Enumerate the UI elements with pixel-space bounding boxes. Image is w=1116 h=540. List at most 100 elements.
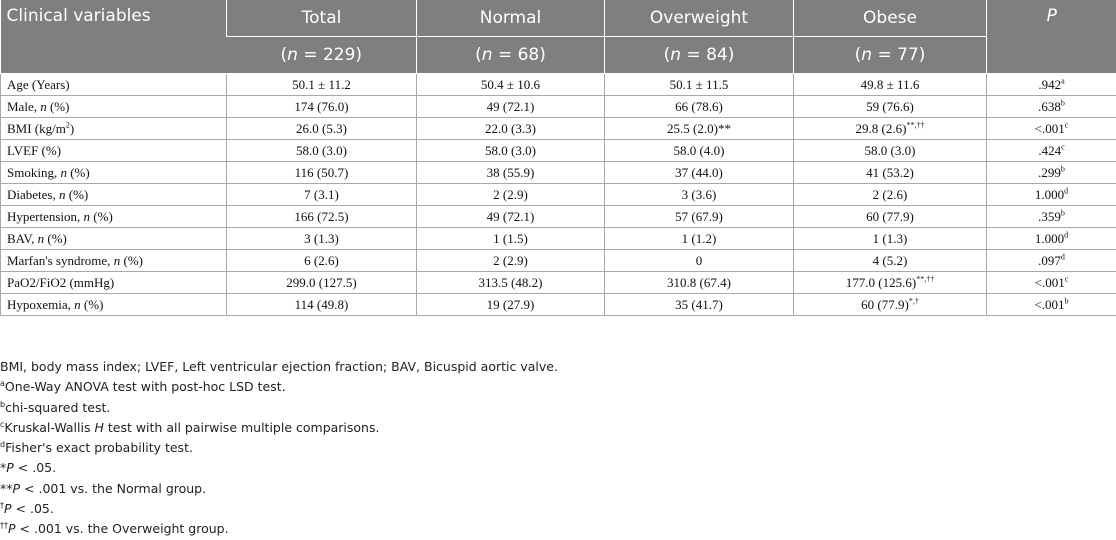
cell-normal-value: 22.0 (3.3) (485, 121, 536, 136)
table-footnotes: BMI, body mass index; LVEF, Left ventric… (0, 357, 558, 540)
table-row: BMI (kg/m2) 26.0 (5.3) 22.0 (3.3) 25.5 (2.0… (1, 118, 1116, 140)
cell-overweight-value: 3 (3.6) (682, 187, 717, 202)
table-row: Age (Years) 50.1 ± 11.2 50.4 ± 10.6 50.1 ± … (1, 74, 1116, 96)
cell-obese: 29.8 (2.6)**,†† (794, 118, 987, 140)
cell-normal: 38 (55.9) (417, 162, 605, 184)
cell-obese-value: 49.8 ± 11.6 (861, 77, 920, 92)
row-label: BMI (kg/m2) (1, 118, 227, 140)
row-label: Male, n (%) (1, 96, 227, 118)
cell-obese-value: 60 (77.9) (861, 297, 909, 312)
footnote-b-text: chi-squared test. (5, 400, 110, 415)
cell-p: .299b (987, 162, 1116, 184)
cell-total-value: 7 (3.1) (304, 187, 339, 202)
row-label: Marfan's syndrome, n (%) (1, 250, 227, 272)
cell-p: .424c (987, 140, 1116, 162)
row-label-rest: (%) (81, 297, 104, 312)
cell-total: 174 (76.0) (227, 96, 417, 118)
cell-obese-value: 58.0 (3.0) (865, 143, 916, 158)
header-n-total: (n = 229) (227, 37, 417, 74)
cell-obese: 2 (2.6) (794, 184, 987, 206)
cell-overweight: 25.5 (2.0)** (605, 118, 794, 140)
n-overweight-text: (n = 84) (664, 45, 735, 65)
footnote-double-dagger-text: < .001 vs. the Overweight group. (16, 521, 229, 536)
row-label-text: Hypertension, (7, 209, 84, 224)
cell-p: 1.000d (987, 184, 1116, 206)
cell-total-value: 58.0 (3.0) (296, 143, 347, 158)
row-label-rest: (%) (44, 231, 67, 246)
cell-obese-value: 4 (5.2) (873, 253, 908, 268)
cell-obese: 177.0 (125.6)**,†† (794, 272, 987, 294)
row-label-text: Age (Years) (7, 77, 70, 92)
cell-p-value: .097 (1038, 253, 1061, 268)
cell-p: .359b (987, 206, 1116, 228)
cell-total-value: 26.0 (5.3) (296, 121, 347, 136)
header-obese: Obese (794, 0, 987, 37)
cell-p-value: <.001 (1035, 121, 1065, 136)
table-row: BAV, n (%)3 (1.3)1 (1.5)1 (1.2)1 (1.3)1.… (1, 228, 1116, 250)
cell-normal-value: 50.4 ± 10.6 (481, 77, 540, 92)
footnote-double-dagger-mark: †† (0, 521, 8, 530)
cell-normal-value: 2 (2.9) (493, 187, 528, 202)
row-label-text: Hypoxemia, (7, 297, 74, 312)
cell-overweight-value: 57 (67.9) (675, 209, 723, 224)
cell-overweight: 0 (605, 250, 794, 272)
cell-obese-value: 2 (2.6) (873, 187, 908, 202)
cell-p-sup: c (1065, 120, 1069, 129)
cell-obese-value: 1 (1.3) (873, 231, 908, 246)
table-row: Smoking, n (%)116 (50.7)38 (55.9)37 (44.… (1, 162, 1116, 184)
clinical-variables-table: Clinical variables Total Normal Overweig… (0, 0, 1116, 316)
row-label: Hypoxemia, n (%) (1, 294, 227, 316)
row-label: Age (Years) (1, 74, 227, 96)
table-row: Diabetes, n (%)7 (3.1)2 (2.9)3 (3.6)2 (2… (1, 184, 1116, 206)
footnote-dagger-text: < .05. (12, 501, 54, 516)
cell-p: <.001b (987, 294, 1116, 316)
cell-normal: 2 (2.9) (417, 250, 605, 272)
cell-p: .942a (987, 74, 1116, 96)
cell-normal-value: 313.5 (48.2) (479, 275, 543, 290)
cell-overweight: 35 (41.7) (605, 294, 794, 316)
cell-normal-value: 1 (1.5) (493, 231, 528, 246)
cell-normal-value: 49 (72.1) (487, 99, 535, 114)
footnote-c-text-2: test with all pairwise multiple comparis… (104, 420, 380, 435)
footnote-star: *P < .05. (0, 458, 558, 478)
cell-normal-value: 38 (55.9) (487, 165, 535, 180)
cell-total: 7 (3.1) (227, 184, 417, 206)
cell-p-value: <.001 (1035, 275, 1065, 290)
footnote-c-italic: H (94, 420, 103, 435)
footnote-star-text: < .05. (14, 460, 56, 475)
cell-normal: 2 (2.9) (417, 184, 605, 206)
cell-overweight-value: 50.1 ± 11.5 (670, 77, 729, 92)
header-total: Total (227, 0, 417, 37)
row-label-rest: (%) (90, 209, 113, 224)
cell-total-value: 50.1 ± 11.2 (292, 77, 351, 92)
footnote-a: aOne-Way ANOVA test with post-hoc LSD te… (0, 377, 558, 397)
cell-normal-value: 19 (27.9) (487, 297, 535, 312)
n-obese-text: (n = 77) (855, 45, 926, 65)
cell-overweight-value: 0 (696, 253, 703, 268)
cell-p: .097d (987, 250, 1116, 272)
footnote-dagger-p: P (4, 501, 12, 516)
footnote-a-text: One-Way ANOVA test with post-hoc LSD tes… (5, 379, 286, 394)
cell-overweight-value: 37 (44.0) (675, 165, 723, 180)
cell-obese-value: 29.8 (2.6) (856, 121, 907, 136)
footnote-d: dFisher's exact probability test. (0, 438, 558, 458)
header-clinical-variables: Clinical variables (1, 0, 227, 74)
row-label-rest: (%) (47, 99, 70, 114)
footnote-abbreviations: BMI, body mass index; LVEF, Left ventric… (0, 357, 558, 377)
cell-p-value: .942 (1038, 77, 1061, 92)
cell-p-sup: c (1065, 274, 1069, 283)
cell-obese-value: 177.0 (125.6) (846, 275, 916, 290)
cell-p: 1.000d (987, 228, 1116, 250)
row-label-text: Marfan's syndrome, (7, 253, 114, 268)
row-label-rest: (%) (65, 187, 88, 202)
header-n-overweight: (n = 84) (605, 37, 794, 74)
cell-obese: 60 (77.9)*,† (794, 294, 987, 316)
table-row: Male, n (%)174 (76.0)49 (72.1)66 (78.6)5… (1, 96, 1116, 118)
cell-obese-sup: **,†† (916, 274, 934, 283)
cell-total: 116 (50.7) (227, 162, 417, 184)
cell-p: <.001c (987, 118, 1116, 140)
cell-p-sup: b (1061, 208, 1065, 217)
header-n-obese: (n = 77) (794, 37, 987, 74)
cell-normal: 49 (72.1) (417, 206, 605, 228)
